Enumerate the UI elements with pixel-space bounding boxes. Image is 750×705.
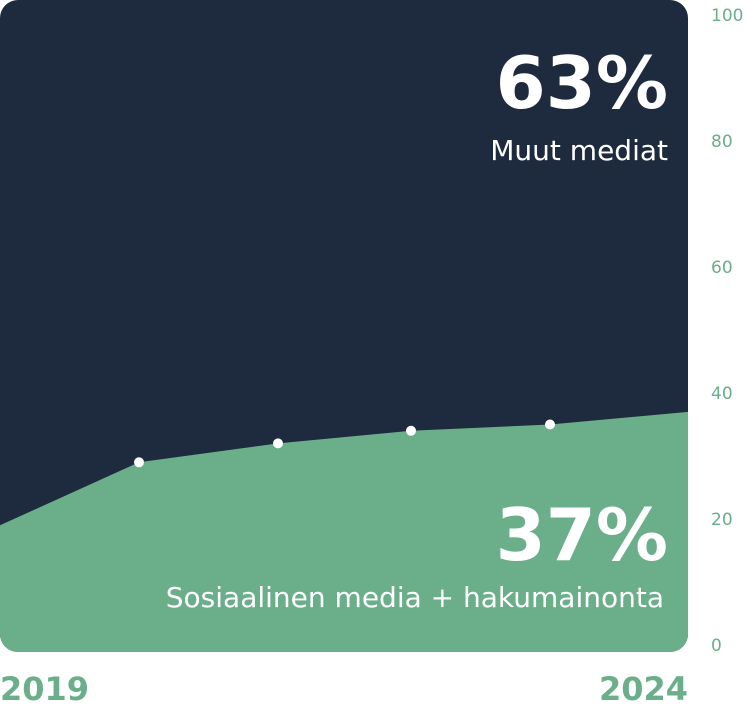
y-tick-label: 0 <box>711 636 722 656</box>
bottom-series-label: Sosiaalinen media + hakumainonta <box>166 581 664 614</box>
plot-area <box>0 0 688 652</box>
y-tick-label: 100 <box>711 6 743 26</box>
y-tick-label: 40 <box>711 384 733 404</box>
top-series-label: Muut mediat <box>490 134 668 167</box>
y-tick-label: 20 <box>711 510 733 530</box>
y-tick-label: 80 <box>711 132 733 152</box>
boundary-marker <box>406 425 416 436</box>
y-tick-label: 60 <box>711 258 733 278</box>
bottom-value: 37% <box>496 493 668 577</box>
x-label-end: 2024 <box>599 670 688 705</box>
boundary-marker <box>545 419 555 430</box>
boundary-marker <box>273 438 283 449</box>
x-label-start: 2019 <box>0 670 89 705</box>
y-axis-ticks: 0 20 40 60 80 100 <box>711 6 743 656</box>
top-value: 63% <box>496 41 668 125</box>
boundary-marker <box>134 457 144 468</box>
area-sosiaalinen-media <box>0 411 688 652</box>
boundary-markers <box>134 419 555 468</box>
